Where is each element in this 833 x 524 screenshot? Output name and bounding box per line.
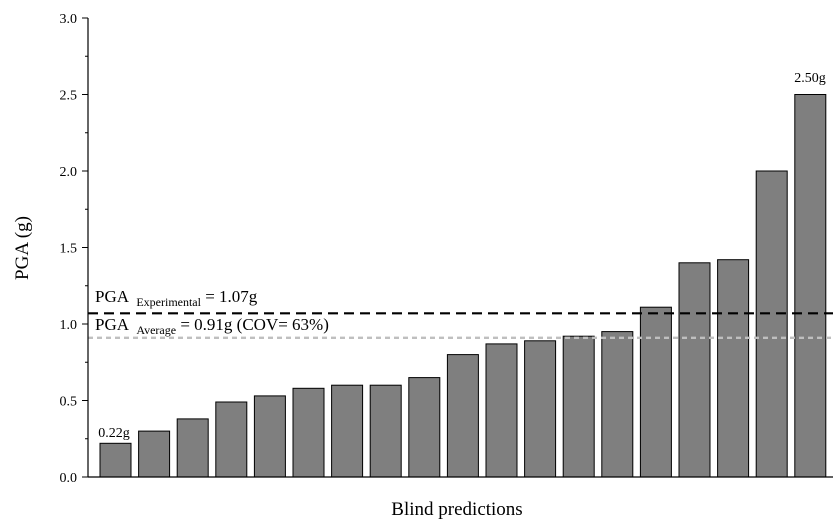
x-axis-title: Blind predictions [391,499,522,520]
y-tick-label: 0.5 [60,395,78,410]
bar [485,343,518,478]
experimental-label-tail: = 1.07g [205,287,258,306]
first-bar-data-label: 0.22g [98,426,130,441]
bar [446,354,479,478]
y-tick-label: 1.0 [60,318,78,333]
labels-group: Blind predictions PGA (g) PGA Experiment… [12,71,826,520]
y-tick-label: 2.0 [60,165,78,180]
bar [678,262,711,478]
y-tick-label: 0.0 [60,471,78,486]
bar [99,442,132,478]
bar [562,335,595,478]
bar [176,418,209,478]
y-tick-label: 3.0 [60,12,78,27]
bar [524,340,557,478]
bar [331,384,364,478]
experimental-line-label: PGA Experimental = 1.07g [95,287,258,310]
reference-lines-group [88,312,833,339]
average-label-tail: = 0.91g (COV= 63%) [180,315,329,334]
bar [215,401,248,478]
bars-group [99,94,827,478]
y-axis-title: PGA (g) [12,216,33,280]
experimental-label-main: PGA [95,287,130,306]
bar [253,395,286,478]
bar [292,387,325,478]
experimental-label-sub: Experimental [136,295,201,309]
average-label-sub: Average [136,323,176,337]
last-bar-data-label: 2.50g [794,71,826,86]
bar [408,377,441,478]
average-line-label: PGA Average = 0.91g (COV= 63%) [95,315,329,338]
bar [717,259,750,478]
bar [794,94,827,478]
y-ticks-group: 0.0 0.5 1.0 1.5 2.0 2.5 3.0 [60,12,88,486]
bar [601,331,634,478]
average-label-main: PGA [95,315,130,334]
bar [369,384,402,478]
bar [755,170,788,478]
bar [639,306,672,478]
y-tick-label: 2.5 [60,89,78,104]
y-tick-label: 1.5 [60,242,78,257]
bar [138,430,171,478]
